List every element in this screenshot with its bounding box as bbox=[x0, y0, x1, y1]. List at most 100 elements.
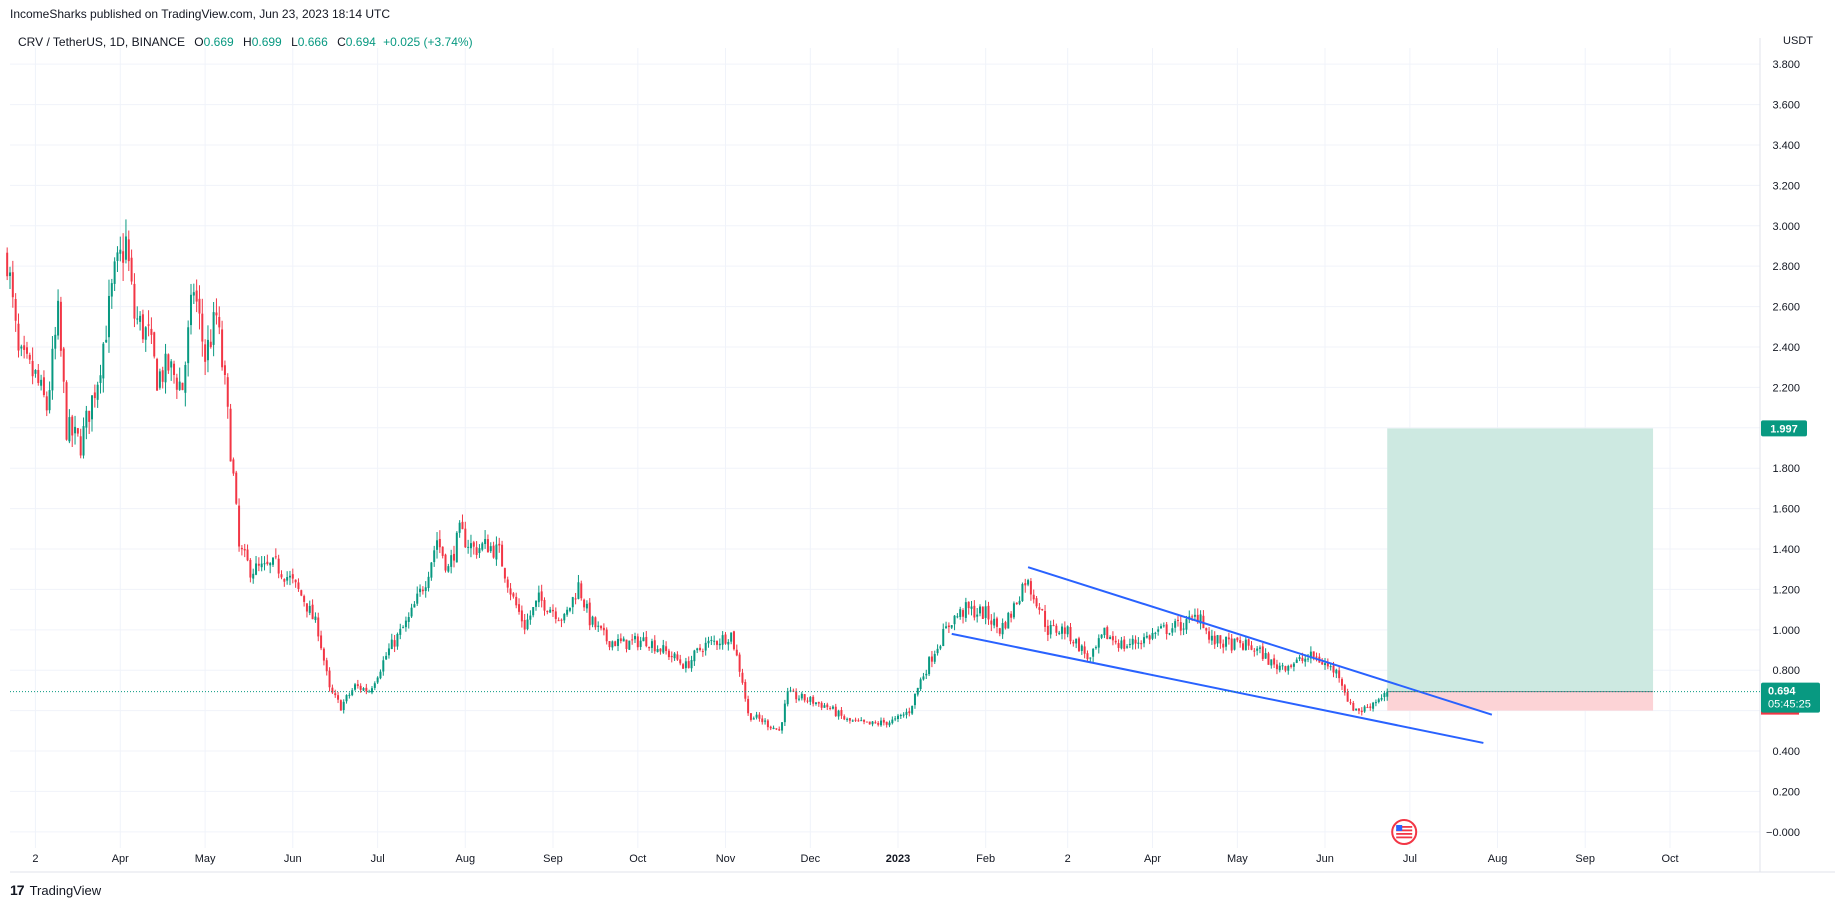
candle-body bbox=[1278, 665, 1281, 671]
candle-body bbox=[286, 577, 289, 581]
candle-body bbox=[1086, 653, 1089, 660]
candle-body bbox=[184, 364, 187, 393]
candle-body bbox=[373, 683, 376, 688]
candle-body bbox=[645, 636, 648, 647]
candle-body bbox=[591, 616, 594, 625]
candle-body bbox=[871, 721, 874, 725]
candle-body bbox=[806, 700, 809, 702]
symbol-name[interactable]: CRV / TetherUS, 1D, BINANCE bbox=[18, 35, 185, 49]
x-tick-label: 2 bbox=[1065, 853, 1071, 865]
current-price-label: 0.694 bbox=[1768, 686, 1796, 698]
candle-body bbox=[571, 597, 574, 608]
candle-body bbox=[1196, 614, 1199, 623]
candle-body bbox=[110, 283, 113, 297]
y-tick-label: 1.200 bbox=[1772, 584, 1800, 596]
candle-body bbox=[1230, 638, 1233, 651]
us-flag-stripe bbox=[1396, 833, 1413, 835]
candle-body bbox=[489, 546, 492, 552]
candle-body bbox=[509, 588, 512, 595]
y-tick-label: 0.800 bbox=[1772, 665, 1800, 677]
candle-body bbox=[255, 563, 258, 575]
candle-body bbox=[995, 618, 998, 627]
candle-body bbox=[379, 671, 382, 679]
candle-body bbox=[342, 701, 345, 711]
candle-body bbox=[1126, 646, 1129, 648]
candle-body bbox=[1281, 665, 1284, 667]
candle-body bbox=[518, 604, 521, 612]
candle-body bbox=[962, 610, 965, 617]
candle-body bbox=[164, 353, 167, 383]
candle-body bbox=[1148, 635, 1151, 640]
candle-body bbox=[107, 295, 110, 338]
candle-body bbox=[198, 298, 201, 314]
candle-body bbox=[96, 384, 99, 400]
candle-body bbox=[1270, 659, 1273, 666]
candle-body bbox=[280, 574, 283, 578]
candle-body bbox=[51, 348, 54, 391]
candle-body bbox=[486, 539, 489, 553]
candle-body bbox=[419, 588, 422, 593]
candle-body bbox=[178, 381, 181, 390]
candle-body bbox=[82, 426, 85, 456]
candle-body bbox=[874, 722, 877, 724]
candle-body bbox=[206, 339, 209, 361]
candle-body bbox=[1191, 616, 1194, 618]
low-value: 0.666 bbox=[297, 35, 328, 49]
candle-body bbox=[272, 557, 275, 565]
candle-body bbox=[1027, 580, 1030, 585]
candle-body bbox=[450, 555, 453, 567]
candle-body bbox=[919, 679, 922, 690]
x-tick-label: Oct bbox=[629, 853, 646, 865]
candle-body bbox=[1029, 581, 1032, 595]
candle-body bbox=[54, 334, 57, 349]
candle-body bbox=[113, 261, 116, 284]
candle-body bbox=[124, 236, 127, 260]
candle-body bbox=[359, 685, 362, 690]
candle-body bbox=[1069, 627, 1072, 642]
tradingview-logo-icon[interactable]: 17 bbox=[10, 882, 25, 898]
candle-body bbox=[1213, 635, 1216, 645]
candle-body bbox=[732, 631, 735, 650]
candle-body bbox=[1097, 638, 1100, 648]
candle-body bbox=[153, 332, 156, 357]
candle-body bbox=[105, 339, 108, 343]
candle-body bbox=[478, 548, 481, 554]
candle-body bbox=[269, 563, 272, 566]
candle-body bbox=[438, 538, 441, 548]
candle-body bbox=[1366, 707, 1369, 709]
candle-body bbox=[546, 610, 549, 613]
candle-body bbox=[455, 532, 458, 563]
candle-body bbox=[1145, 635, 1148, 638]
candle-body bbox=[1185, 619, 1188, 630]
candle-body bbox=[1199, 614, 1202, 624]
candle-body bbox=[687, 661, 690, 668]
candle-body bbox=[1287, 666, 1290, 671]
candle-body bbox=[670, 655, 673, 658]
candle-body bbox=[263, 563, 266, 565]
candle-body bbox=[520, 610, 523, 622]
candle-body bbox=[433, 550, 436, 563]
high-label: H bbox=[243, 35, 252, 49]
candle-body bbox=[413, 604, 416, 608]
candle-body bbox=[1253, 650, 1256, 652]
candle-body bbox=[246, 549, 249, 561]
candle-body bbox=[718, 643, 721, 646]
candle-body bbox=[311, 604, 314, 620]
candle-body bbox=[303, 596, 306, 602]
candle-body bbox=[1301, 657, 1304, 661]
candle-body bbox=[656, 649, 659, 653]
candle-body bbox=[758, 714, 761, 719]
candle-body bbox=[764, 720, 767, 722]
brand-name[interactable]: TradingView bbox=[29, 882, 102, 898]
candle-body bbox=[557, 620, 560, 622]
candle-body bbox=[1100, 634, 1103, 638]
candle-body bbox=[964, 602, 967, 618]
candle-body bbox=[1219, 635, 1222, 644]
candle-body bbox=[274, 556, 277, 558]
candle-body bbox=[608, 641, 611, 648]
candle-body bbox=[905, 711, 908, 715]
candle-body bbox=[1329, 666, 1332, 668]
x-tick-label: Jul bbox=[1403, 853, 1417, 865]
candle-body bbox=[6, 252, 9, 277]
